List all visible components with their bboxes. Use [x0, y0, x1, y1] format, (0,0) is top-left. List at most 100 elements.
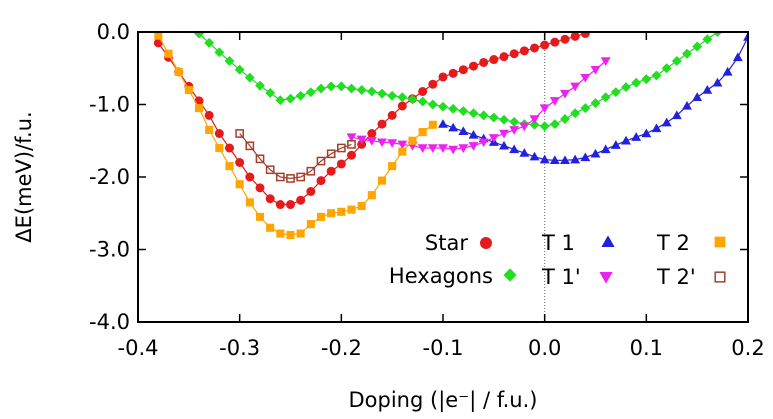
x-tick-label: -0.1	[423, 336, 464, 360]
data-point	[377, 119, 387, 129]
data-point	[469, 61, 478, 71]
data-point	[519, 122, 530, 132]
legend-label: T 1	[541, 231, 575, 255]
data-point	[428, 79, 438, 89]
data-point	[722, 66, 733, 76]
y-tick-label: -3.0	[89, 238, 130, 262]
legend-item: T 1'	[541, 265, 613, 289]
data-point	[580, 32, 590, 38]
data-point	[366, 137, 377, 146]
data-point	[549, 155, 560, 165]
data-point	[367, 129, 377, 138]
x-tick-label: -0.4	[118, 336, 159, 360]
data-point	[215, 143, 224, 153]
legend-label: T 2'	[656, 265, 696, 289]
data-point	[682, 48, 692, 59]
data-point	[488, 112, 499, 123]
data-point	[488, 134, 499, 143]
data-point	[478, 138, 489, 148]
data-point	[509, 116, 520, 127]
data-point	[418, 128, 427, 137]
data-point	[732, 52, 743, 62]
data-point	[305, 87, 316, 98]
data-point	[671, 110, 682, 120]
legend-label: T 2	[656, 231, 690, 255]
data-point	[398, 147, 407, 156]
legend-item: T 2	[656, 231, 726, 255]
data-point	[347, 205, 356, 214]
data-point	[286, 230, 295, 240]
data-point	[438, 101, 448, 112]
data-point	[560, 114, 570, 124]
x-tick-label: 0.2	[731, 336, 764, 360]
y-tick-label: 0.0	[97, 20, 130, 44]
data-point	[275, 95, 286, 106]
data-point	[702, 85, 713, 94]
data-point	[347, 140, 356, 149]
data-point	[590, 148, 601, 158]
x-axis-title: Doping (|e⁻| / f.u.)	[349, 388, 538, 413]
data-point	[560, 34, 570, 44]
data-point	[286, 174, 295, 183]
data-point	[570, 32, 580, 41]
series-layer	[153, 32, 748, 240]
data-point	[570, 82, 581, 92]
data-point	[326, 149, 336, 159]
data-point	[295, 90, 306, 101]
legend-item: Star	[425, 231, 492, 255]
data-point	[255, 212, 265, 221]
series-line	[157, 32, 586, 206]
data-point	[427, 144, 438, 153]
data-point	[438, 72, 448, 82]
data-point	[266, 223, 275, 232]
data-point	[600, 57, 611, 66]
data-point	[265, 194, 275, 204]
data-point	[204, 110, 214, 120]
data-point	[275, 200, 285, 210]
y-tick-label: -1.0	[89, 93, 130, 117]
data-point	[438, 119, 448, 128]
legend-marker	[714, 271, 726, 283]
data-point	[560, 155, 570, 165]
legend-label: T 1'	[541, 265, 581, 289]
data-point	[296, 195, 306, 205]
data-point	[539, 154, 550, 164]
legend-label: Hexagons	[389, 264, 493, 288]
data-point	[570, 108, 581, 119]
series-hexagons	[194, 32, 723, 132]
data-point	[387, 90, 398, 101]
data-point	[499, 129, 509, 139]
legend-marker	[599, 272, 613, 284]
data-point	[529, 115, 540, 124]
data-point	[285, 93, 296, 104]
data-point	[743, 32, 748, 41]
y-tick-label: -4.0	[89, 310, 130, 334]
data-point	[337, 207, 346, 216]
data-point	[489, 55, 499, 65]
data-point	[336, 81, 347, 92]
data-point	[397, 140, 408, 150]
data-point	[631, 77, 642, 88]
series-t-2-prime	[235, 129, 356, 183]
data-point	[610, 87, 621, 98]
data-point	[590, 65, 601, 75]
data-point	[671, 56, 682, 66]
y-axis-title: ΔE(meV)/f.u.	[12, 111, 36, 242]
legend-label: Star	[425, 231, 468, 255]
data-point	[692, 41, 703, 52]
data-point	[428, 120, 437, 129]
data-point	[306, 187, 316, 196]
x-tick-label: -0.2	[321, 336, 362, 360]
data-point	[427, 99, 438, 110]
data-point	[458, 65, 468, 75]
y-tick-label: -2.0	[89, 165, 130, 189]
data-point	[387, 110, 397, 120]
data-point	[306, 220, 315, 229]
data-point	[164, 49, 173, 58]
data-point	[549, 119, 560, 130]
data-point	[214, 47, 225, 58]
data-point	[509, 126, 520, 135]
data-point	[377, 88, 387, 99]
data-point	[539, 104, 550, 114]
data-point	[336, 159, 346, 169]
